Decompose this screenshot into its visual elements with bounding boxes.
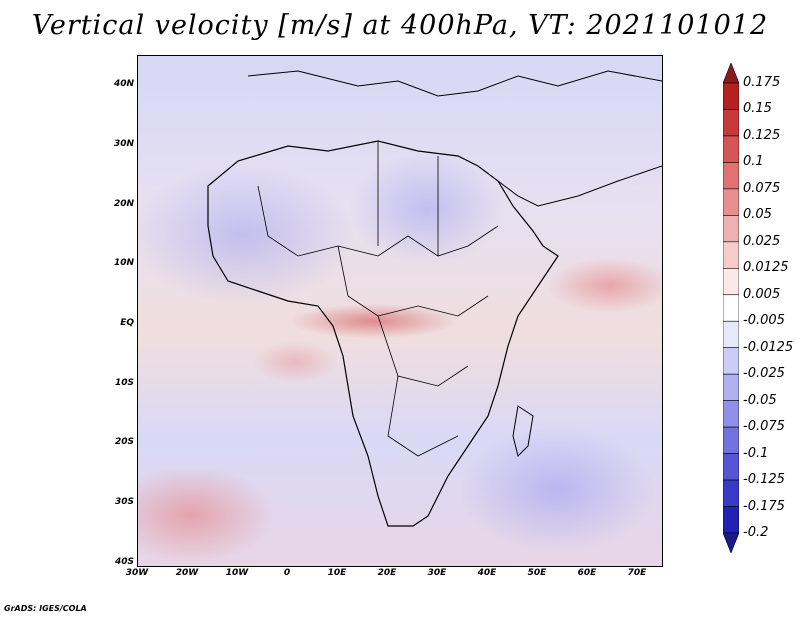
colorbar-label: -0.05 — [743, 392, 777, 408]
colorbar-swatch — [723, 82, 739, 110]
lat-label: 10N — [113, 258, 134, 268]
colorbar-label: -0.125 — [743, 472, 785, 488]
lat-label: 10S — [114, 378, 134, 388]
colorbar-swatch — [723, 347, 739, 375]
colorbar-swatch — [723, 267, 739, 296]
colorbar-swatch — [723, 162, 739, 190]
colorbar-swatch — [723, 506, 739, 534]
colorbar-label: -0.075 — [743, 419, 785, 435]
lon-label: 70E — [627, 568, 647, 578]
colorbar-swatch — [723, 373, 739, 401]
lon-label: 30W — [125, 568, 149, 578]
lon-label: 0 — [283, 568, 291, 578]
lon-label: 10W — [225, 568, 249, 578]
lon-label: 20E — [377, 568, 397, 578]
lat-label: 40N — [113, 79, 134, 89]
colorbar-swatch — [723, 188, 739, 216]
colorbar-swatch — [723, 63, 739, 84]
lon-label: 60E — [577, 568, 597, 578]
colorbar-label: -0.005 — [743, 313, 785, 329]
colorbar-label: -0.0125 — [743, 339, 794, 355]
colorbar-label: 0.175 — [743, 75, 781, 90]
colorbar-swatch — [723, 479, 739, 507]
colorbar-label: 0.075 — [743, 180, 781, 196]
lon-label: 30E — [427, 568, 447, 578]
colorbar-swatch — [723, 426, 739, 454]
colorbar-label: -0.2 — [743, 525, 769, 540]
lon-label: 20W — [175, 568, 199, 578]
lat-label: 20N — [113, 199, 134, 209]
colorbar-label: 0.1 — [743, 154, 764, 170]
colorbar-label: 0.125 — [743, 127, 781, 143]
map-panel — [137, 55, 663, 567]
footer-credit: GrADS: IGES/COLA — [4, 604, 87, 613]
colorbar-label: 0.005 — [743, 286, 781, 302]
colorbar-label: -0.1 — [743, 445, 769, 461]
lat-label: 40S — [114, 557, 134, 567]
colorbar — [723, 63, 739, 553]
lat-label: 30S — [114, 497, 134, 507]
colorbar-label: 0.025 — [743, 233, 781, 249]
map-title: Vertical velocity [m/s] at 400hPa, VT: 2… — [31, 10, 769, 41]
africa-coastline — [207, 70, 662, 527]
lat-label: EQ — [120, 318, 134, 328]
colorbar-label: -0.175 — [743, 498, 785, 514]
colorbar-swatch — [723, 294, 739, 322]
lat-label: 20S — [114, 437, 134, 447]
colorbar-swatch — [723, 215, 739, 243]
colorbar-swatch — [723, 453, 739, 481]
lon-label: 40E — [477, 568, 497, 578]
colorbar-swatch — [723, 241, 739, 269]
colorbar-swatch — [723, 320, 739, 349]
colorbar-swatch — [723, 400, 739, 428]
colorbar-label: -0.025 — [743, 366, 785, 382]
colorbar-swatch — [723, 135, 739, 163]
lat-label: 30N — [113, 139, 134, 149]
colorbar-swatch — [723, 109, 739, 137]
lon-label: 50E — [527, 568, 547, 578]
colorbar-swatch — [723, 532, 739, 553]
lon-label: 10E — [327, 568, 347, 578]
colorbar-label: 0.0125 — [743, 260, 789, 276]
colorbar-label: 0.05 — [743, 207, 772, 223]
colorbar-label: 0.15 — [743, 101, 772, 117]
